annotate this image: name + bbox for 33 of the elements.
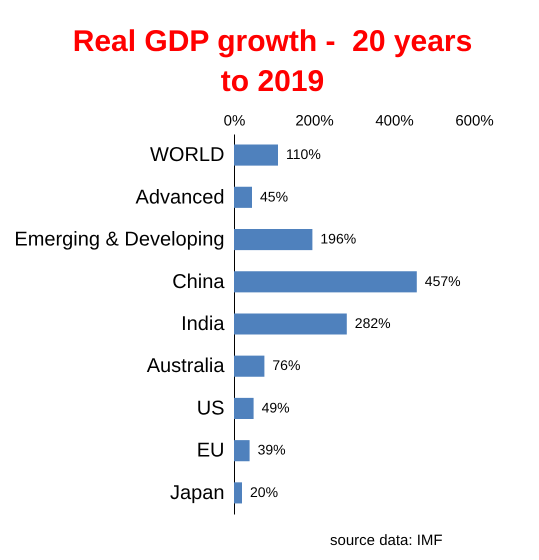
x-tick-label: 0% — [224, 112, 246, 130]
y-tick-label: Japan — [170, 482, 224, 504]
y-tick-label: US — [196, 397, 224, 420]
bar — [234, 356, 264, 377]
bar — [234, 398, 254, 419]
data-label: 39% — [258, 442, 286, 458]
data-label: 49% — [262, 399, 290, 416]
bar — [234, 440, 250, 462]
x-tick-label: 200% — [295, 112, 334, 130]
y-tick-label: Advanced — [136, 186, 224, 208]
y-tick-label: WORLD — [150, 144, 224, 166]
y-tick-label: EU — [196, 440, 224, 462]
data-label: 110% — [286, 146, 321, 162]
chart-title: Real GDP growth - 20 years to 2019 — [72, 24, 474, 100]
data-label: 76% — [272, 357, 300, 374]
y-tick-label: Australia — [146, 355, 226, 378]
data-label: 196% — [320, 230, 356, 247]
x-tick-label: 400% — [375, 112, 414, 130]
bar — [234, 144, 278, 166]
y-tick-label: India — [181, 313, 226, 335]
bar — [234, 229, 312, 250]
y-tick-label: China — [172, 270, 226, 293]
bar — [234, 271, 417, 292]
data-label: 282% — [354, 315, 391, 331]
bar — [234, 482, 242, 504]
data-label: 457% — [424, 272, 461, 289]
source-note: source data: IMF — [330, 532, 443, 549]
bar — [234, 313, 347, 335]
y-tick-label: Emerging & Developing — [14, 228, 224, 251]
bar — [234, 186, 252, 208]
data-label: 45% — [260, 188, 288, 204]
x-tick-label: 600% — [455, 112, 494, 130]
data-label: 20% — [250, 484, 278, 500]
